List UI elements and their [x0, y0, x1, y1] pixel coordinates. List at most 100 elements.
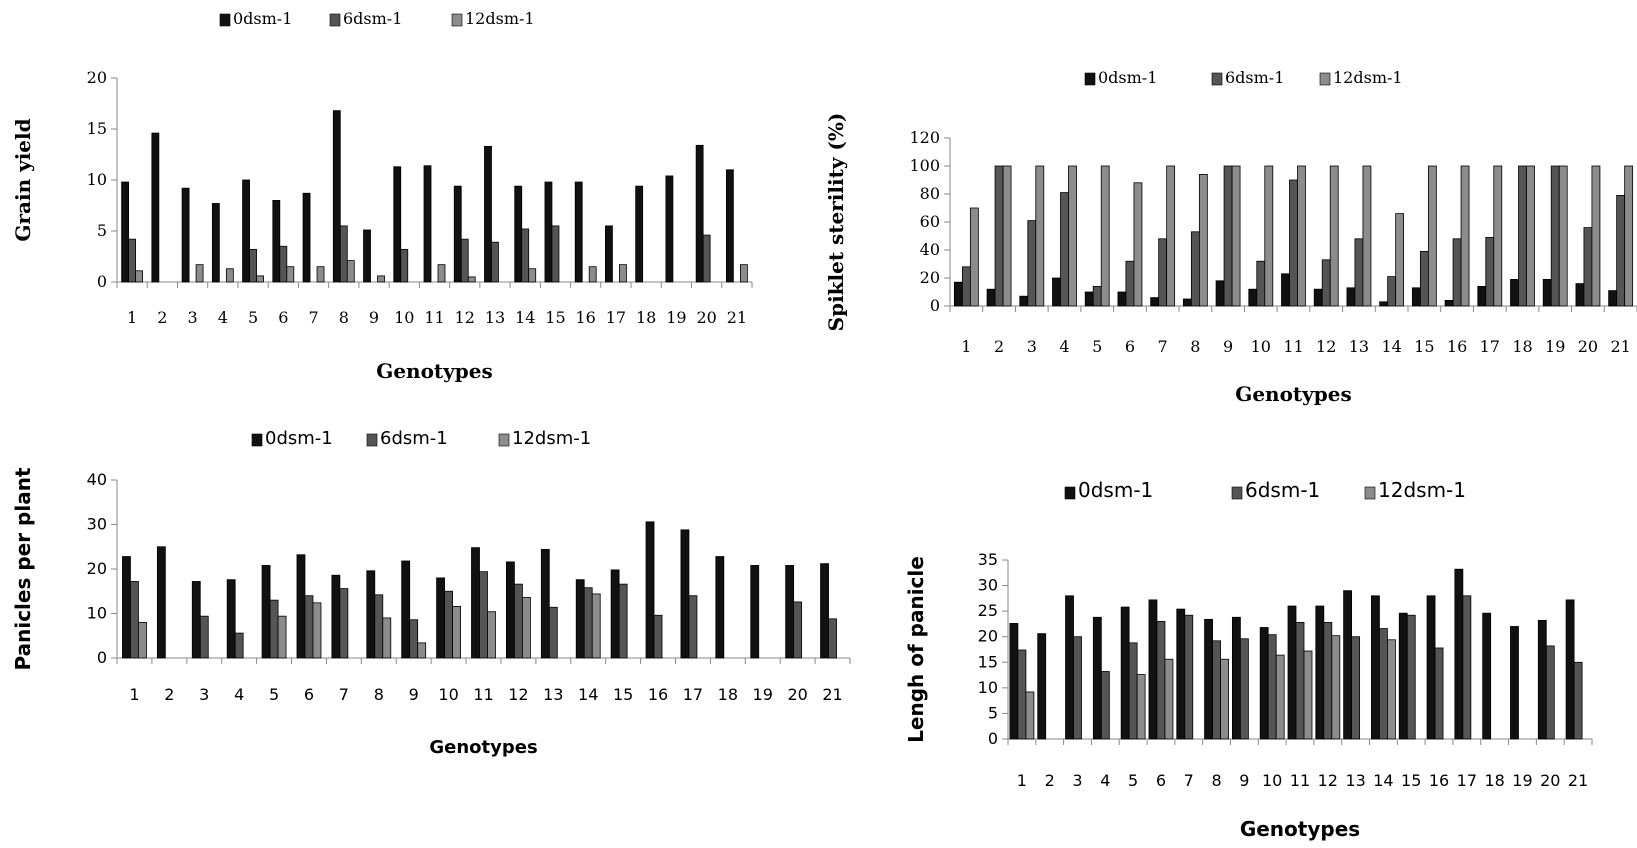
bar-0dsm-1-genotype-19 [665, 175, 674, 283]
legend-swatch-12dsm-1 [1319, 72, 1331, 86]
legend-label-0dsm-1: 0dsm-1 [1098, 68, 1157, 87]
bar-0dsm-1-genotype-13 [540, 549, 550, 659]
x-tick-label: 6 [278, 308, 288, 327]
bar-0dsm-1-genotype-4 [1052, 277, 1061, 307]
bar-6dsm-1-genotype-12 [514, 583, 523, 659]
bar-6dsm-1-genotype-10 [1256, 260, 1266, 307]
bar-0dsm-1-genotype-21 [1565, 599, 1575, 740]
legend-label-0dsm-1: 0dsm-1 [233, 9, 292, 28]
bar-0dsm-1-genotype-7 [302, 192, 311, 283]
y-tick-label: 20 [87, 68, 107, 87]
bar-12dsm-1-genotype-11 [487, 611, 496, 659]
x-tick-label: 1 [129, 685, 139, 704]
bar-0dsm-1-genotype-12 [1313, 288, 1323, 307]
bar-0dsm-1-genotype-18 [1510, 278, 1519, 307]
bar-6dsm-1-genotype-15 [551, 225, 560, 283]
x-tick-label: 21 [1610, 337, 1630, 356]
bar-6dsm-1-genotype-21 [828, 618, 837, 659]
y-tick-label: 120 [909, 128, 940, 147]
x-tick-label: 13 [485, 308, 505, 327]
bar-6dsm-1-genotype-10 [1267, 634, 1277, 740]
bar-12dsm-1-genotype-1 [1025, 691, 1035, 740]
x-tick-label: 5 [1092, 337, 1102, 356]
bar-12dsm-1-genotype-14 [591, 593, 601, 659]
x-tick-label: 19 [666, 308, 686, 327]
bar-12dsm-1-genotype-5 [1100, 165, 1110, 307]
x-tick-label: 16 [1429, 771, 1449, 790]
bar-6dsm-1-genotype-13 [491, 241, 499, 283]
bar-6dsm-1-genotype-5 [1092, 285, 1102, 307]
bar-0dsm-1-genotype-9 [1231, 616, 1241, 740]
y-tick-label: 30 [87, 515, 107, 534]
bar-0dsm-1-genotype-10 [393, 166, 402, 283]
x-tick-label: 5 [269, 685, 279, 704]
bar-0dsm-1-genotype-21 [1608, 290, 1618, 307]
x-tick-label: 19 [753, 685, 773, 704]
bar-0dsm-1-genotype-4 [1092, 616, 1102, 740]
x-tick-label: 3 [1072, 771, 1082, 790]
bar-0dsm-1-genotype-1 [122, 556, 131, 659]
legend-label-12dsm-1: 12dsm-1 [1333, 68, 1403, 87]
x-tick-label: 2 [994, 337, 1004, 356]
x-tick-label: 8 [1190, 337, 1200, 356]
bar-6dsm-1-genotype-3 [1027, 220, 1037, 307]
bar-6dsm-1-genotype-11 [1295, 621, 1305, 740]
bar-0dsm-1-genotype-5 [1120, 606, 1130, 740]
bar-12dsm-1-genotype-6 [312, 602, 322, 659]
y-tick-label: 5 [988, 703, 998, 722]
bar-6dsm-1-genotype-3 [1073, 636, 1082, 740]
bar-6dsm-1-genotype-1 [128, 238, 137, 283]
bar-6dsm-1-genotype-21 [1573, 661, 1583, 740]
x-tick-label: 12 [1318, 771, 1338, 790]
x-tick-label: 1 [127, 308, 137, 327]
x-tick-label: 11 [473, 685, 493, 704]
bar-0dsm-1-genotype-2 [1037, 633, 1047, 740]
bar-0dsm-1-genotype-16 [645, 521, 655, 659]
bar-0dsm-1-genotype-6 [1117, 291, 1127, 307]
bar-0dsm-1-genotype-19 [1510, 626, 1519, 740]
bar-0dsm-1-genotype-1 [1009, 623, 1019, 740]
x-axis-title: Genotypes [1240, 817, 1360, 841]
x-tick-label: 9 [1223, 337, 1233, 356]
x-tick-label: 17 [1457, 771, 1477, 790]
bar-0dsm-1-genotype-7 [331, 574, 341, 659]
y-tick-label: 25 [978, 601, 998, 620]
legend-swatch-12dsm-1 [451, 13, 463, 27]
bar-0dsm-1-genotype-3 [191, 581, 201, 659]
x-tick-label: 16 [648, 685, 668, 704]
y-tick-label: 40 [87, 470, 107, 489]
bar-6dsm-1-genotype-8 [1190, 231, 1200, 307]
bar-0dsm-1-genotype-17 [1477, 285, 1487, 307]
bar-6dsm-1-genotype-1 [130, 581, 139, 659]
bar-12dsm-1-genotype-1 [138, 622, 147, 659]
bar-0dsm-1-genotype-14 [1379, 301, 1389, 307]
y-tick-label: 5 [97, 221, 107, 240]
bar-12dsm-1-genotype-7 [1166, 165, 1176, 307]
bar-0dsm-1-genotype-20 [1537, 619, 1547, 740]
y-tick-label: 100 [909, 156, 940, 175]
bar-0dsm-1-genotype-3 [1019, 295, 1029, 307]
x-tick-label: 10 [1251, 337, 1271, 356]
legend-swatch-6dsm-1 [329, 13, 341, 27]
x-tick-label: 18 [636, 308, 656, 327]
bar-12dsm-1-genotype-21 [739, 264, 748, 283]
bar-0dsm-1-genotype-8 [1204, 618, 1213, 740]
bar-6dsm-1-genotype-17 [1485, 236, 1495, 307]
bar-6dsm-1-genotype-6 [279, 245, 288, 283]
bar-0dsm-1-genotype-18 [1482, 612, 1492, 740]
bar-0dsm-1-genotype-1 [953, 281, 963, 307]
bar-0dsm-1-genotype-9 [363, 229, 371, 283]
bar-0dsm-1-genotype-7 [1150, 297, 1160, 307]
bar-12dsm-1-genotype-12 [467, 276, 476, 283]
x-tick-label: 21 [822, 685, 842, 704]
bar-6dsm-1-genotype-20 [702, 234, 711, 283]
bar-12dsm-1-genotype-16 [1460, 165, 1470, 307]
bar-12dsm-1-genotype-5 [1136, 674, 1146, 740]
bar-0dsm-1-genotype-15 [1398, 612, 1408, 740]
bar-0dsm-1-genotype-13 [1343, 590, 1353, 740]
legend-swatch-12dsm-1 [498, 433, 510, 447]
x-tick-label: 10 [1262, 771, 1282, 790]
bar-12dsm-1-genotype-17 [619, 264, 627, 283]
x-tick-label: 2 [1045, 771, 1055, 790]
